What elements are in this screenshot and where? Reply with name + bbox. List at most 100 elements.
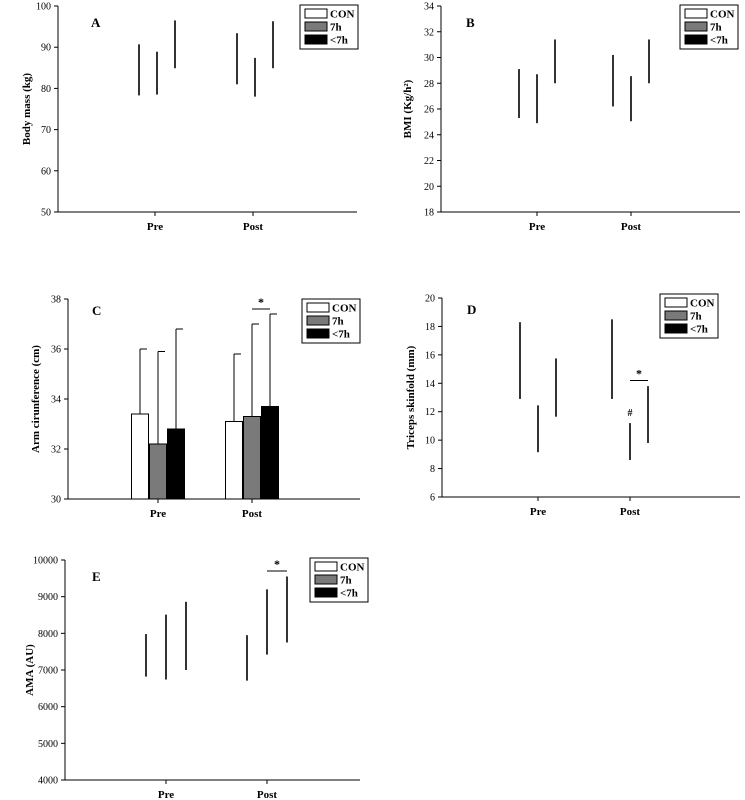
legend-label: CON: [332, 303, 357, 315]
panel-C: 30 32 34 36 38 Pre Post Arm cirunference (cm) C *…: [30, 295, 361, 520]
legend-label: <7h: [332, 329, 350, 341]
y-tick-label: 10000: [33, 556, 58, 567]
y-tick-label: 24: [424, 130, 434, 141]
legend-label: 7h: [710, 22, 722, 34]
y-tick-label: 9000: [38, 592, 58, 603]
y-tick-label: 4000: [38, 776, 58, 787]
y-tick-label: 36: [51, 345, 61, 356]
legend-label: 7h: [330, 22, 342, 34]
legend-swatch: [306, 315, 330, 326]
x-tick-label: Pre: [158, 789, 174, 800]
y-tick-label: 34: [424, 2, 434, 13]
legend-label: 7h: [690, 311, 702, 323]
bar: [243, 416, 261, 500]
y-tick-label: 18: [424, 208, 434, 219]
legend-label: <7h: [690, 324, 708, 336]
y-tick-label: 30: [51, 495, 61, 506]
panel-letter: E: [92, 569, 101, 584]
legend-swatch: [664, 297, 688, 308]
y-tick-label: 8: [430, 464, 435, 475]
y-tick-label: 90: [41, 43, 51, 54]
x-tick-label: Pre: [529, 221, 545, 233]
legend-label: CON: [340, 562, 365, 574]
panel-D: 6 8 10 12 14 16 18 20 Pre Post Triceps skinfold (m…: [405, 293, 740, 518]
y-tick-label: 34: [51, 395, 61, 406]
panel-letter: B: [466, 15, 475, 30]
y-tick-label: 10: [425, 436, 435, 447]
y-tick-label: 30: [424, 53, 434, 64]
legend-swatch: [314, 587, 338, 598]
bar: [131, 413, 149, 500]
legend-swatch: [306, 302, 330, 313]
significance-marker: *: [258, 295, 264, 309]
legend-label: CON: [690, 298, 715, 310]
bar: [225, 421, 243, 500]
y-tick-label: 80: [41, 84, 51, 95]
y-tick-label: 32: [51, 445, 61, 456]
y-tick-label: 18: [425, 322, 435, 333]
y-tick-label: 6: [430, 493, 435, 504]
y-tick-label: 28: [424, 79, 434, 90]
y-tick-label: 50: [41, 208, 51, 219]
legend-swatch: [684, 34, 708, 45]
y-axis-title: AMA (AU): [24, 644, 36, 696]
legend-swatch: [304, 34, 328, 45]
x-tick-label: Pre: [530, 506, 546, 518]
x-tick-label: Post: [242, 508, 263, 520]
legend-swatch: [664, 310, 688, 321]
legend-label: 7h: [340, 575, 352, 587]
y-tick-label: 14: [425, 379, 435, 390]
y-tick-label: 12: [425, 407, 435, 418]
legend-swatch: [314, 574, 338, 585]
legend-label: <7h: [710, 35, 728, 47]
y-tick-label: 5000: [38, 739, 58, 750]
y-tick-label: 20: [425, 294, 435, 305]
y-tick-label: 20: [424, 182, 434, 193]
panel-letter: D: [467, 302, 476, 317]
panel-letter: C: [92, 303, 101, 318]
panel-letter: A: [91, 15, 101, 30]
legend-swatch: [304, 8, 328, 19]
panel-A: 50 60 70 80 90 100 Pre Post Body mass (kg) A CON7h…: [21, 2, 359, 233]
bar: [149, 443, 167, 500]
bar: [261, 406, 279, 500]
x-tick-label: Pre: [147, 221, 163, 233]
y-tick-label: 32: [424, 27, 434, 38]
x-tick-label: Pre: [150, 508, 166, 520]
y-tick-label: 38: [51, 295, 61, 306]
legend-label: CON: [710, 9, 735, 21]
legend-swatch: [684, 8, 708, 19]
y-axis-title: Body mass (kg): [21, 73, 33, 145]
significance-marker: #: [628, 408, 633, 419]
y-tick-label: 100: [36, 2, 51, 13]
y-tick-label: 7000: [38, 666, 58, 677]
legend-swatch: [684, 21, 708, 32]
x-tick-label: Post: [621, 221, 642, 233]
y-axis-title: BMI (Kg/h²): [402, 79, 414, 138]
y-tick-label: 6000: [38, 702, 58, 713]
legend-swatch: [306, 328, 330, 339]
y-tick-label: 70: [41, 125, 51, 136]
significance-marker: *: [274, 557, 280, 571]
y-axis-title: Arm cirunference (cm): [30, 345, 42, 453]
legend-label: 7h: [332, 316, 344, 328]
y-axis-title: Triceps skinfold (mm): [405, 345, 417, 449]
y-tick-label: 16: [425, 350, 435, 361]
legend-label: <7h: [330, 35, 348, 47]
legend-swatch: [304, 21, 328, 32]
y-tick-label: 8000: [38, 629, 58, 640]
significance-marker: *: [636, 366, 642, 380]
legend-label: <7h: [340, 588, 358, 600]
x-tick-label: Post: [620, 506, 641, 518]
legend-swatch: [664, 323, 688, 334]
y-tick-label: 26: [424, 105, 434, 116]
y-tick-label: 60: [41, 166, 51, 177]
panel-B: 18 20 22 24 26 28 30 32 34 Pre Post BMI (Kg/h²) B CON…: [402, 2, 740, 233]
x-tick-label: Post: [243, 221, 264, 233]
x-tick-label: Post: [257, 789, 278, 800]
